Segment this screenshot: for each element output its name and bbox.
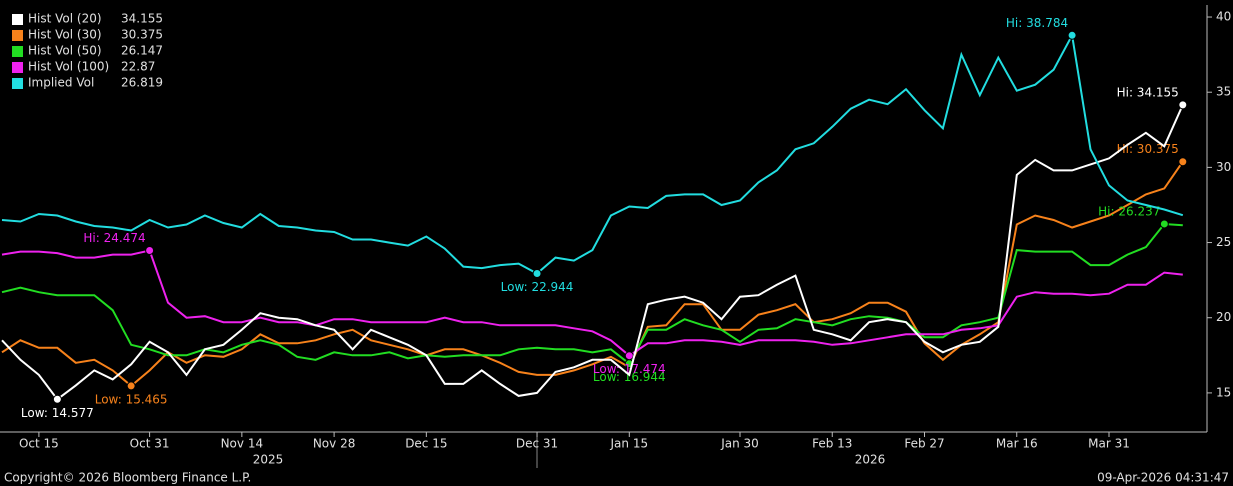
extreme-marker bbox=[1159, 219, 1169, 229]
legend-box bbox=[0, 8, 168, 94]
x-tick-label: Nov 14 bbox=[221, 437, 264, 451]
y-tick-label: 40 bbox=[1216, 10, 1231, 24]
extreme-marker bbox=[1178, 100, 1188, 110]
extreme-marker bbox=[532, 268, 542, 278]
extreme-marker bbox=[126, 381, 136, 391]
x-tick-label: Jan 30 bbox=[720, 437, 759, 451]
footer-right: 09-Apr-2026 04:31:47 bbox=[1097, 471, 1229, 485]
extreme-marker bbox=[52, 394, 62, 404]
legend-swatch bbox=[12, 46, 23, 57]
legend-value: 34.155 bbox=[121, 12, 163, 26]
x-tick-label: Dec 31 bbox=[516, 437, 558, 451]
legend-label: Hist Vol (50) bbox=[28, 44, 102, 58]
legend-value: 22.87 bbox=[121, 60, 155, 74]
extreme-label: Hi: 38.784 bbox=[1006, 16, 1068, 30]
extreme-marker bbox=[1178, 157, 1188, 167]
y-tick-label: 35 bbox=[1216, 85, 1231, 99]
extreme-label: Hi: 26.237 bbox=[1098, 204, 1160, 218]
x-tick-label: Dec 15 bbox=[405, 437, 447, 451]
series-line bbox=[1, 104, 1184, 401]
extreme-label: Low: 14.577 bbox=[21, 406, 94, 420]
y-tick-label: 25 bbox=[1216, 235, 1231, 249]
legend-label: Hist Vol (30) bbox=[28, 28, 102, 42]
x-tick-label: Oct 31 bbox=[130, 437, 170, 451]
extreme-label: Low: 15.465 bbox=[95, 392, 168, 406]
y-tick-label: 20 bbox=[1216, 310, 1231, 324]
x-tick-label: Jan 15 bbox=[610, 437, 649, 451]
x-tick-label: Mar 16 bbox=[996, 437, 1038, 451]
x-tick-label: Feb 13 bbox=[812, 437, 852, 451]
year-label: 2026 bbox=[855, 453, 886, 467]
extreme-marker bbox=[624, 351, 634, 361]
x-tick-label: Feb 27 bbox=[904, 437, 944, 451]
legend-swatch bbox=[12, 14, 23, 25]
legend-swatch bbox=[12, 78, 23, 89]
y-tick-label: 15 bbox=[1216, 385, 1231, 399]
extreme-label: Low: 17.474 bbox=[593, 362, 666, 376]
footer-left: Copyright© 2026 Bloomberg Finance L.P. bbox=[4, 471, 251, 485]
series-line bbox=[1, 249, 1183, 357]
extreme-label: Low: 22.944 bbox=[501, 280, 574, 294]
extreme-label: Hi: 24.474 bbox=[83, 231, 145, 245]
extreme-marker bbox=[145, 245, 155, 255]
year-label: 2025 bbox=[253, 453, 284, 467]
legend-value: 26.819 bbox=[121, 76, 163, 90]
legend-swatch bbox=[12, 30, 23, 41]
series-line bbox=[1, 32, 1184, 275]
extreme-label: Hi: 30.375 bbox=[1117, 142, 1179, 156]
legend-label: Hist Vol (100) bbox=[28, 60, 109, 74]
legend-label: Implied Vol bbox=[28, 76, 94, 90]
series-line bbox=[1, 222, 1183, 366]
x-tick-label: Mar 31 bbox=[1088, 437, 1130, 451]
legend-value: 30.375 bbox=[121, 28, 163, 42]
legend-value: 26.147 bbox=[121, 44, 163, 58]
x-tick-label: Oct 15 bbox=[19, 437, 59, 451]
legend-label: Hist Vol (20) bbox=[28, 12, 102, 26]
legend: Hist Vol (20) 34.155 Hist Vol (30) 30.375 Hi… bbox=[0, 8, 168, 94]
y-tick-label: 30 bbox=[1216, 160, 1231, 174]
extreme-label: Hi: 34.155 bbox=[1117, 85, 1179, 99]
legend-swatch bbox=[12, 62, 23, 73]
extreme-label: Low: 16.944 bbox=[593, 370, 666, 384]
x-tick-label: Nov 28 bbox=[313, 437, 356, 451]
extreme-marker bbox=[1067, 30, 1077, 40]
